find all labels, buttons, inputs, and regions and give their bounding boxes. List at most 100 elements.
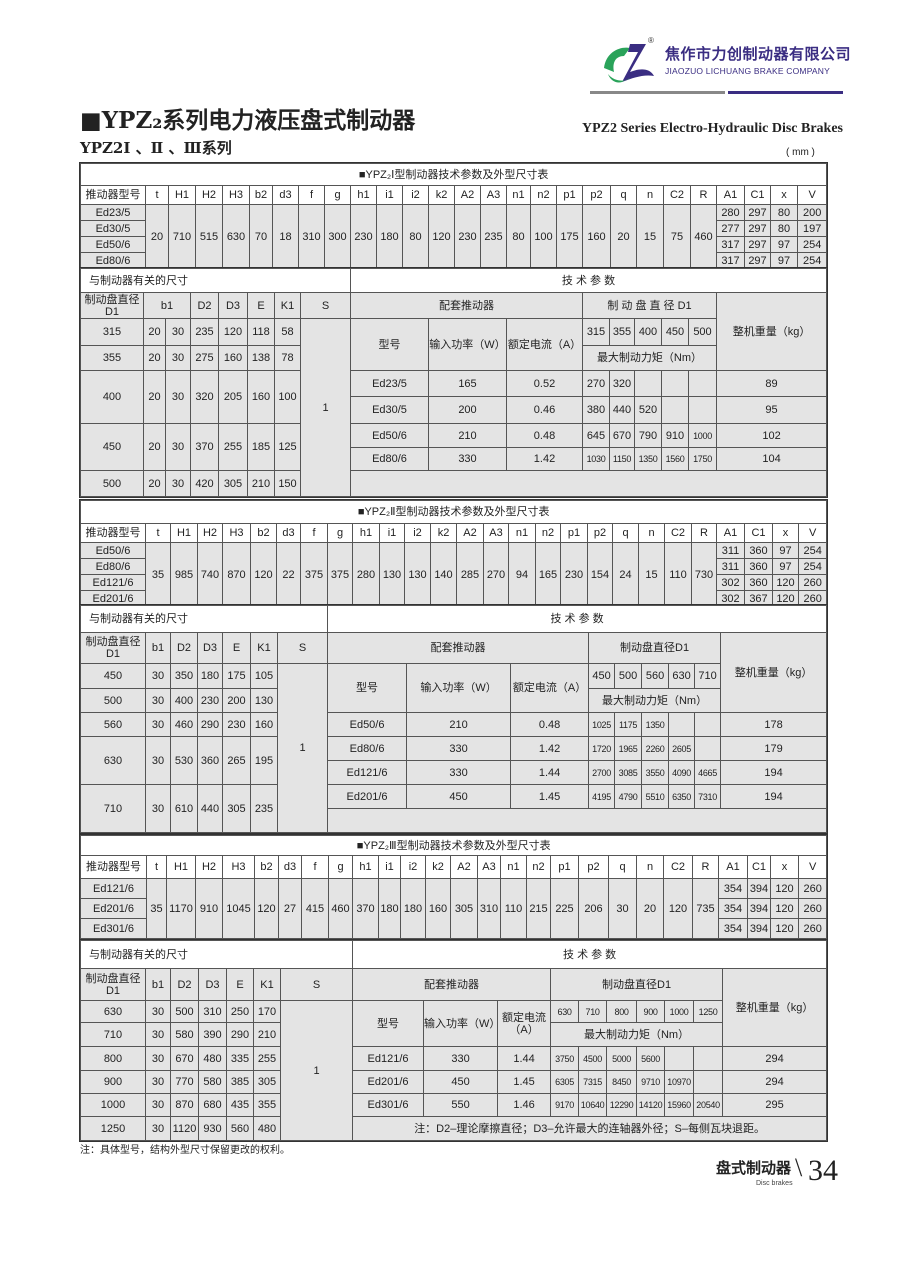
torque-cell: 6350 — [668, 784, 696, 809]
dim-header: S — [300, 292, 351, 319]
dim-cell: 160 — [218, 345, 248, 371]
column-header: 推动器型号 — [80, 855, 147, 879]
dim-cell: 255 — [253, 1046, 281, 1071]
power-cell: 200 — [428, 396, 507, 424]
power-cell: 210 — [428, 423, 507, 448]
dim-cell: 180 — [197, 663, 223, 689]
d1-header: 制动盘直径D1 — [80, 632, 146, 664]
section-right-label: 技 术 参 数 — [352, 940, 828, 969]
value-cell: 120 — [772, 574, 799, 591]
torque-cell: 5510 — [641, 784, 670, 809]
torque-cell — [664, 1046, 695, 1071]
diameter-cell: 500 — [688, 318, 717, 346]
b1-cell: 30 — [145, 1093, 171, 1117]
torque-cell — [693, 1046, 724, 1071]
b1-header: b1 — [145, 632, 171, 664]
actuator-model: Ed30/5 — [350, 396, 429, 424]
current-label: 额定电流（A） — [506, 318, 583, 371]
table-row: 1000 30 870 680 435 355 Ed301/6 550 1.46 9170 1064… — [80, 1093, 828, 1117]
dim-header: E — [222, 632, 251, 664]
b1-cell: 30 — [165, 345, 191, 371]
column-header: b2 — [250, 523, 277, 543]
torque-cell: 1350 — [634, 447, 662, 471]
table-row: Ed23/5 20 710 515 630 70 18 310 300 230 180 80 120 23… — [80, 204, 828, 269]
weight-cell: 194 — [720, 760, 828, 785]
column-header: H3 — [222, 855, 255, 879]
torque-cell: 3085 — [614, 760, 643, 785]
page-title: ■YPZ₂系列电力液压盘式制动器 — [80, 107, 416, 134]
table-title: ■YPZ₂Ⅲ型制动器技术参数及外型尺寸表 — [79, 835, 828, 856]
dim-cell: 385 — [226, 1070, 254, 1094]
dim-header: D2 — [170, 968, 199, 1001]
actuator-header: 配套推动器 — [327, 632, 590, 664]
weight-cell: 295 — [722, 1093, 828, 1117]
value-cell: 394 — [747, 918, 771, 939]
b1-cell: 20 — [143, 423, 166, 471]
shared-value: 230 — [350, 204, 377, 269]
value-cell: 360 — [744, 542, 773, 559]
table-row: Ed121/6 330 1.44 2700 3085 3550 4090 4665 194 — [81, 760, 828, 785]
table-row: Ed80/6 317 297 97 254 — [80, 252, 828, 269]
d1-header: 制动盘直径D1 — [80, 292, 144, 319]
dim-cell: 170 — [253, 1000, 281, 1023]
table-title: ■YPZ₂Ⅱ型制动器技术参数及外型尺寸表 — [79, 500, 828, 524]
power-label: 输入功率（W） — [423, 1000, 499, 1047]
dim-header: K1 — [250, 632, 278, 664]
model-cell: Ed301/6 — [80, 918, 147, 939]
torque-cell: 8450 — [606, 1070, 638, 1094]
dim-cell: 265 — [222, 736, 251, 785]
dim-cell: 560 — [226, 1116, 254, 1141]
table-row: 450 20 30 370 255 185 125 Ed50/6 210 0.48 645 670 79… — [80, 423, 828, 471]
shared-value: 310 — [477, 878, 501, 939]
shared-value: 515 — [195, 204, 223, 269]
d1-cell: 710 — [80, 784, 146, 833]
column-header: d3 — [278, 855, 302, 879]
dim-cell: 150 — [274, 470, 301, 497]
column-header: V — [797, 855, 828, 879]
d1-cell: 560 — [80, 712, 146, 737]
dim-header: E — [226, 968, 254, 1001]
column-header: p2 — [587, 523, 613, 543]
torque-cell: 10640 — [578, 1093, 608, 1117]
dim-header: E — [247, 292, 275, 319]
dim-cell: 360 — [197, 736, 223, 785]
dim-cell: 160 — [250, 712, 278, 737]
column-header: h1 — [350, 185, 377, 205]
weight-header: 整机重量（kg） — [720, 632, 828, 713]
dim-cell: 160 — [247, 370, 275, 424]
dim-cell: 480 — [198, 1046, 227, 1071]
column-header: k2 — [430, 523, 457, 543]
shared-value: 910 — [195, 878, 223, 939]
diameter-cell: 800 — [606, 1000, 638, 1023]
value-cell: 280 — [716, 204, 745, 221]
column-header: n1 — [506, 185, 531, 205]
table-row: 560 30 460 290 230 160 Ed50/6 210 0.48 1025 1175 13… — [80, 712, 828, 737]
b1-cell: 20 — [143, 470, 166, 497]
column-header: H2 — [197, 523, 223, 543]
column-header: n2 — [526, 855, 551, 879]
column-header: 推动器型号 — [80, 523, 146, 543]
dim-cell: 435 — [226, 1093, 254, 1117]
dim-cell: 185 — [247, 423, 275, 471]
column-header: g — [327, 523, 353, 543]
dim-cell: 580 — [170, 1022, 199, 1047]
dim-cell: 210 — [247, 470, 275, 497]
value-cell: 254 — [796, 236, 828, 253]
model-cell: Ed121/6 — [80, 574, 146, 591]
torque-cell: 14120 — [636, 1093, 666, 1117]
torque-cell: 15960 — [664, 1093, 695, 1117]
column-header: V — [796, 185, 828, 205]
s-cell: 1 — [279, 1000, 354, 1141]
b1-cell: 30 — [145, 1070, 171, 1094]
shared-value: 80 — [402, 204, 429, 269]
column-header: i1 — [376, 185, 403, 205]
value-cell: 260 — [797, 918, 828, 939]
column-header: i2 — [402, 185, 429, 205]
section-left-label: 与制动器有关的尺寸 — [79, 605, 329, 633]
column-header: h1 — [352, 855, 379, 879]
dim-cell: 305 — [253, 1070, 281, 1094]
table-row: Ed121/6 35 1170 910 1045 120 27 415 460 370 180 180… — [80, 878, 828, 939]
actuator-model: Ed121/6 — [327, 760, 408, 785]
value-cell: 80 — [770, 220, 798, 237]
d1-cell: 630 — [80, 1000, 146, 1023]
